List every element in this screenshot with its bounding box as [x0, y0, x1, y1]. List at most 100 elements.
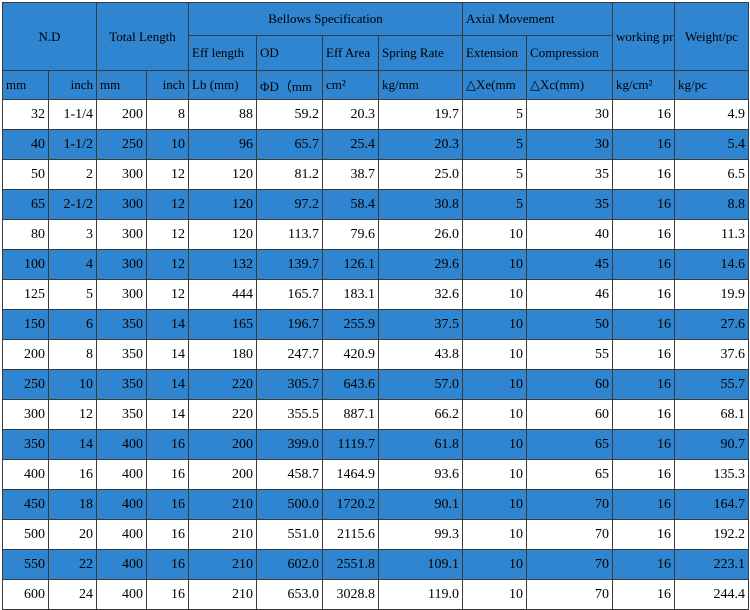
unit-nd-inch: inch — [48, 70, 97, 100]
cell-compression: 60 — [526, 399, 614, 430]
cell-length-mm: 300 — [96, 219, 147, 250]
cell-eff-area: 420.9 — [322, 339, 380, 370]
cell-nd-mm: 300 — [2, 399, 49, 430]
cell-eff-length: 210 — [188, 489, 258, 520]
cell-eff-length: 88 — [188, 99, 258, 130]
cell-eff-area: 1119.7 — [322, 429, 380, 460]
cell-pressure: 16 — [612, 459, 676, 490]
cell-compression: 70 — [526, 549, 614, 580]
cell-nd-inch: 6 — [48, 309, 97, 340]
header-nd: N.D — [2, 2, 97, 71]
cell-eff-length: 200 — [188, 459, 258, 490]
cell-nd-mm: 550 — [2, 549, 49, 580]
cell-od: 113.7 — [256, 219, 324, 250]
cell-pressure: 16 — [612, 399, 676, 430]
cell-length-mm: 350 — [96, 309, 147, 340]
cell-eff-area: 2551.8 — [322, 549, 380, 580]
cell-spring-rate: 99.3 — [378, 519, 464, 550]
cell-pressure: 16 — [612, 549, 676, 580]
cell-weight: 164.7 — [674, 489, 750, 520]
cell-compression: 60 — [526, 369, 614, 400]
cell-od: 458.7 — [256, 459, 324, 490]
cell-length-inch: 8 — [145, 99, 190, 130]
cell-nd-mm: 32 — [2, 99, 49, 130]
cell-spring-rate: 29.6 — [378, 249, 464, 280]
cell-eff-length: 180 — [188, 339, 258, 370]
unit-spring-rate: kg/mm — [378, 70, 464, 100]
table-row: 65 2-1/2 300 12 120 97.2 58.4 30.8 5 35 16 8.8 — [2, 189, 750, 220]
cell-length-inch: 12 — [145, 219, 190, 250]
cell-length-mm: 400 — [96, 459, 147, 490]
cell-length-inch: 14 — [145, 309, 190, 340]
cell-eff-area: 25.4 — [322, 129, 380, 160]
unit-eff-area: cm² — [322, 70, 380, 100]
cell-length-mm: 400 — [96, 549, 147, 580]
cell-length-inch: 14 — [145, 399, 190, 430]
cell-length-inch: 16 — [145, 489, 190, 520]
table-row: 40 1-1/2 250 10 96 65.7 25.4 20.3 5 30 16 5.4 — [2, 129, 750, 160]
cell-extension: 10 — [462, 459, 528, 490]
cell-weight: 6.5 — [674, 159, 750, 190]
cell-spring-rate: 93.6 — [378, 459, 464, 490]
cell-spring-rate: 119.0 — [378, 579, 464, 610]
cell-pressure: 16 — [612, 249, 676, 280]
cell-weight: 90.7 — [674, 429, 750, 460]
unit-length-mm: mm — [96, 70, 147, 100]
cell-pressure: 16 — [612, 369, 676, 400]
cell-nd-inch: 16 — [48, 459, 97, 490]
cell-weight: 244.4 — [674, 579, 750, 610]
cell-extension: 10 — [462, 309, 528, 340]
cell-extension: 10 — [462, 339, 528, 370]
header-working-pressure: working pressure — [612, 2, 676, 71]
cell-extension: 10 — [462, 549, 528, 580]
cell-pressure: 16 — [612, 219, 676, 250]
cell-compression: 45 — [526, 249, 614, 280]
cell-eff-length: 210 — [188, 549, 258, 580]
unit-eff-length: Lb (mm) — [188, 70, 258, 100]
cell-weight: 19.9 — [674, 279, 750, 310]
cell-weight: 192.2 — [674, 519, 750, 550]
cell-length-inch: 14 — [145, 369, 190, 400]
cell-extension: 10 — [462, 279, 528, 310]
cell-eff-length: 220 — [188, 369, 258, 400]
table-row: 150 6 350 14 165 196.7 255.9 37.5 10 50 16 27.6 — [2, 309, 750, 340]
table-row: 200 8 350 14 180 247.7 420.9 43.8 10 55 16 37.6 — [2, 339, 750, 370]
cell-extension: 10 — [462, 399, 528, 430]
cell-length-inch: 12 — [145, 159, 190, 190]
cell-nd-inch: 22 — [48, 549, 97, 580]
cell-length-inch: 16 — [145, 459, 190, 490]
cell-nd-inch: 14 — [48, 429, 97, 460]
cell-spring-rate: 25.0 — [378, 159, 464, 190]
cell-nd-inch: 10 — [48, 369, 97, 400]
header-eff-area: Eff Area — [322, 35, 380, 71]
cell-eff-area: 1720.2 — [322, 489, 380, 520]
cell-compression: 65 — [526, 459, 614, 490]
cell-compression: 30 — [526, 99, 614, 130]
cell-nd-mm: 40 — [2, 129, 49, 160]
cell-nd-inch: 8 — [48, 339, 97, 370]
cell-pressure: 16 — [612, 579, 676, 610]
cell-od: 653.0 — [256, 579, 324, 610]
cell-weight: 4.9 — [674, 99, 750, 130]
cell-eff-area: 126.1 — [322, 249, 380, 280]
cell-compression: 30 — [526, 129, 614, 160]
cell-nd-inch: 2-1/2 — [48, 189, 97, 220]
header-compression: Compression — [526, 35, 614, 71]
cell-eff-area: 643.6 — [322, 369, 380, 400]
table-row: 500 20 400 16 210 551.0 2115.6 99.3 10 70 16 192.2 — [2, 519, 750, 550]
cell-spring-rate: 32.6 — [378, 279, 464, 310]
cell-nd-mm: 65 — [2, 189, 49, 220]
cell-extension: 10 — [462, 249, 528, 280]
cell-compression: 70 — [526, 519, 614, 550]
cell-pressure: 16 — [612, 519, 676, 550]
cell-extension: 5 — [462, 159, 528, 190]
cell-length-inch: 12 — [145, 189, 190, 220]
cell-weight: 11.3 — [674, 219, 750, 250]
cell-od: 247.7 — [256, 339, 324, 370]
cell-od: 602.0 — [256, 549, 324, 580]
cell-nd-mm: 80 — [2, 219, 49, 250]
table-row: 450 18 400 16 210 500.0 1720.2 90.1 10 70 16 164.7 — [2, 489, 750, 520]
cell-length-inch: 16 — [145, 549, 190, 580]
cell-compression: 70 — [526, 579, 614, 610]
cell-nd-mm: 50 — [2, 159, 49, 190]
